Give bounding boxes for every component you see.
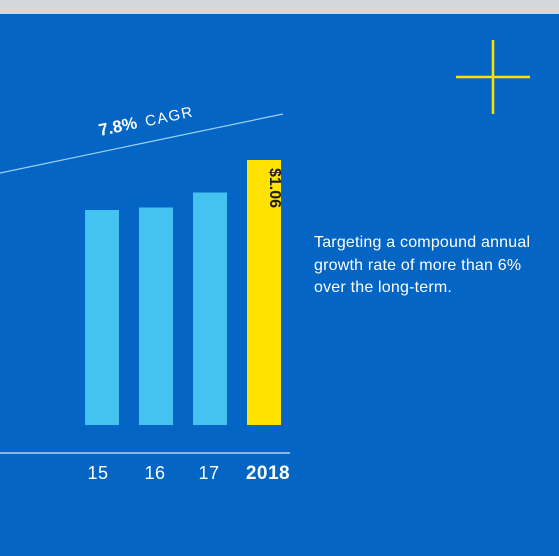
cagr-label: CAGR xyxy=(144,104,196,131)
top-strip xyxy=(0,0,559,14)
bar-15 xyxy=(85,210,119,425)
bar-2018 xyxy=(247,160,281,425)
bar-16 xyxy=(139,207,173,425)
description-text: Targeting a compound annual growth rate … xyxy=(314,234,531,296)
x-tick-2018: 2018 xyxy=(246,463,290,484)
cagr-rate: 7.8% xyxy=(97,113,139,140)
x-tick-17: 17 xyxy=(198,463,219,483)
cagr-annotation: 7.8% CAGR xyxy=(97,102,195,140)
x-tick-16: 16 xyxy=(144,463,165,483)
x-tick-labels: 15 16 17 2018 xyxy=(87,463,290,484)
cagr-trend-line xyxy=(0,113,284,174)
bars-group: $1.06 xyxy=(85,160,283,425)
x-tick-15: 15 xyxy=(87,463,108,483)
bar-value-label: $1.06 xyxy=(266,168,283,208)
bar-17 xyxy=(193,192,227,425)
plus-cross-icon xyxy=(456,40,530,114)
